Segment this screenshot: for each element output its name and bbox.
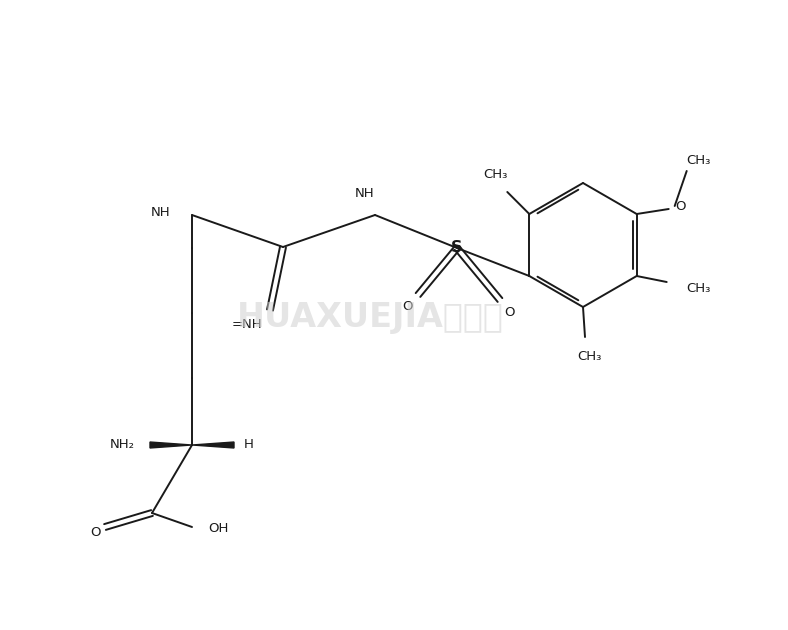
Polygon shape [192, 442, 234, 448]
Text: H: H [244, 438, 254, 452]
Text: O: O [505, 306, 515, 319]
Text: NH: NH [151, 205, 170, 219]
Text: O: O [403, 301, 413, 314]
Text: O: O [675, 200, 686, 214]
Text: =NH: =NH [232, 318, 262, 331]
Text: CH₃: CH₃ [686, 154, 711, 168]
Text: S: S [452, 241, 463, 256]
Text: CH₃: CH₃ [483, 168, 507, 181]
Text: OH: OH [208, 522, 229, 536]
Text: O: O [91, 527, 101, 539]
Polygon shape [150, 442, 192, 448]
Text: CH₃: CH₃ [577, 350, 601, 364]
Text: NH: NH [355, 187, 375, 200]
Text: HUAXUEJIA化学加: HUAXUEJIA化学加 [236, 302, 504, 335]
Text: CH₃: CH₃ [686, 282, 711, 294]
Text: NH₂: NH₂ [110, 438, 135, 452]
